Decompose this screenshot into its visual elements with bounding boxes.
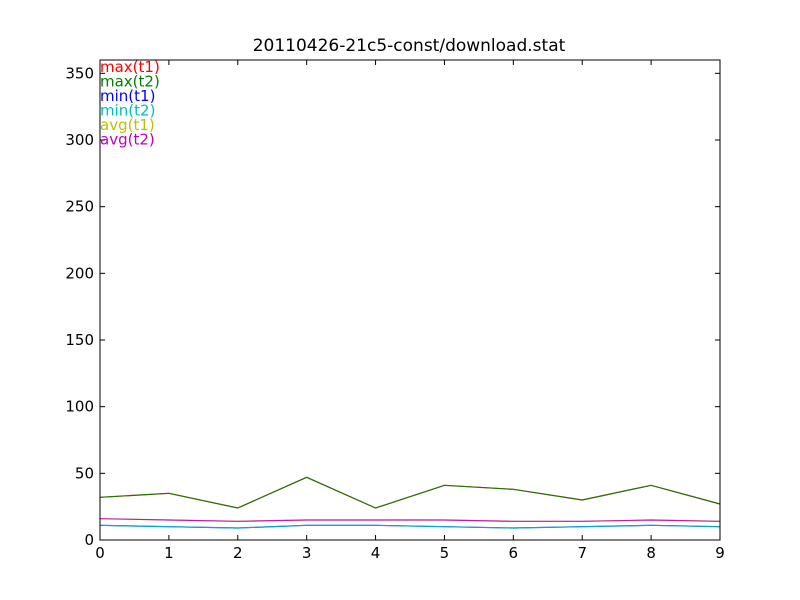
y-tick-label: 200 xyxy=(65,264,94,282)
y-tick-label: 150 xyxy=(65,331,94,349)
legend-entry: max(t2) xyxy=(100,73,160,91)
x-tick-label: 2 xyxy=(233,544,243,562)
chart-title: 20110426-21c5-const/download.stat xyxy=(253,36,566,56)
legend-entry: avg(t1) xyxy=(100,116,155,134)
y-tick-label: 250 xyxy=(65,198,94,216)
x-tick-label: 7 xyxy=(577,544,587,562)
series-line-min-t2 xyxy=(99,524,721,529)
x-tick-label: 8 xyxy=(646,544,656,562)
y-tick-label: 350 xyxy=(65,64,94,82)
legend-entry: min(t2) xyxy=(100,102,155,120)
y-tick-label: 300 xyxy=(65,131,94,149)
y-tick-label: 50 xyxy=(75,464,94,482)
legend-entry: min(t1) xyxy=(100,87,155,105)
x-tick-label: 5 xyxy=(440,544,450,562)
x-tick-label: 6 xyxy=(509,544,519,562)
y-tick-label: 100 xyxy=(65,398,94,416)
legend-entry: avg(t2) xyxy=(100,131,155,149)
x-tick-label: 9 xyxy=(715,544,725,562)
series-line-avg-t2 xyxy=(99,518,721,522)
x-tick-label: 1 xyxy=(164,544,174,562)
x-tick-label: 0 xyxy=(95,544,105,562)
x-tick-label: 3 xyxy=(302,544,312,562)
plot-frame xyxy=(99,59,721,541)
series-line-max-t2 xyxy=(99,476,721,509)
y-tick-label: 0 xyxy=(84,531,94,549)
plot-area: 0 1 2 3 4 5 6 7 8 9 0 50 100 150 200 250 300 350 max(t1)ma… xyxy=(65,58,724,562)
x-tick-label: 4 xyxy=(371,544,381,562)
legend-entry: max(t1) xyxy=(100,58,160,76)
